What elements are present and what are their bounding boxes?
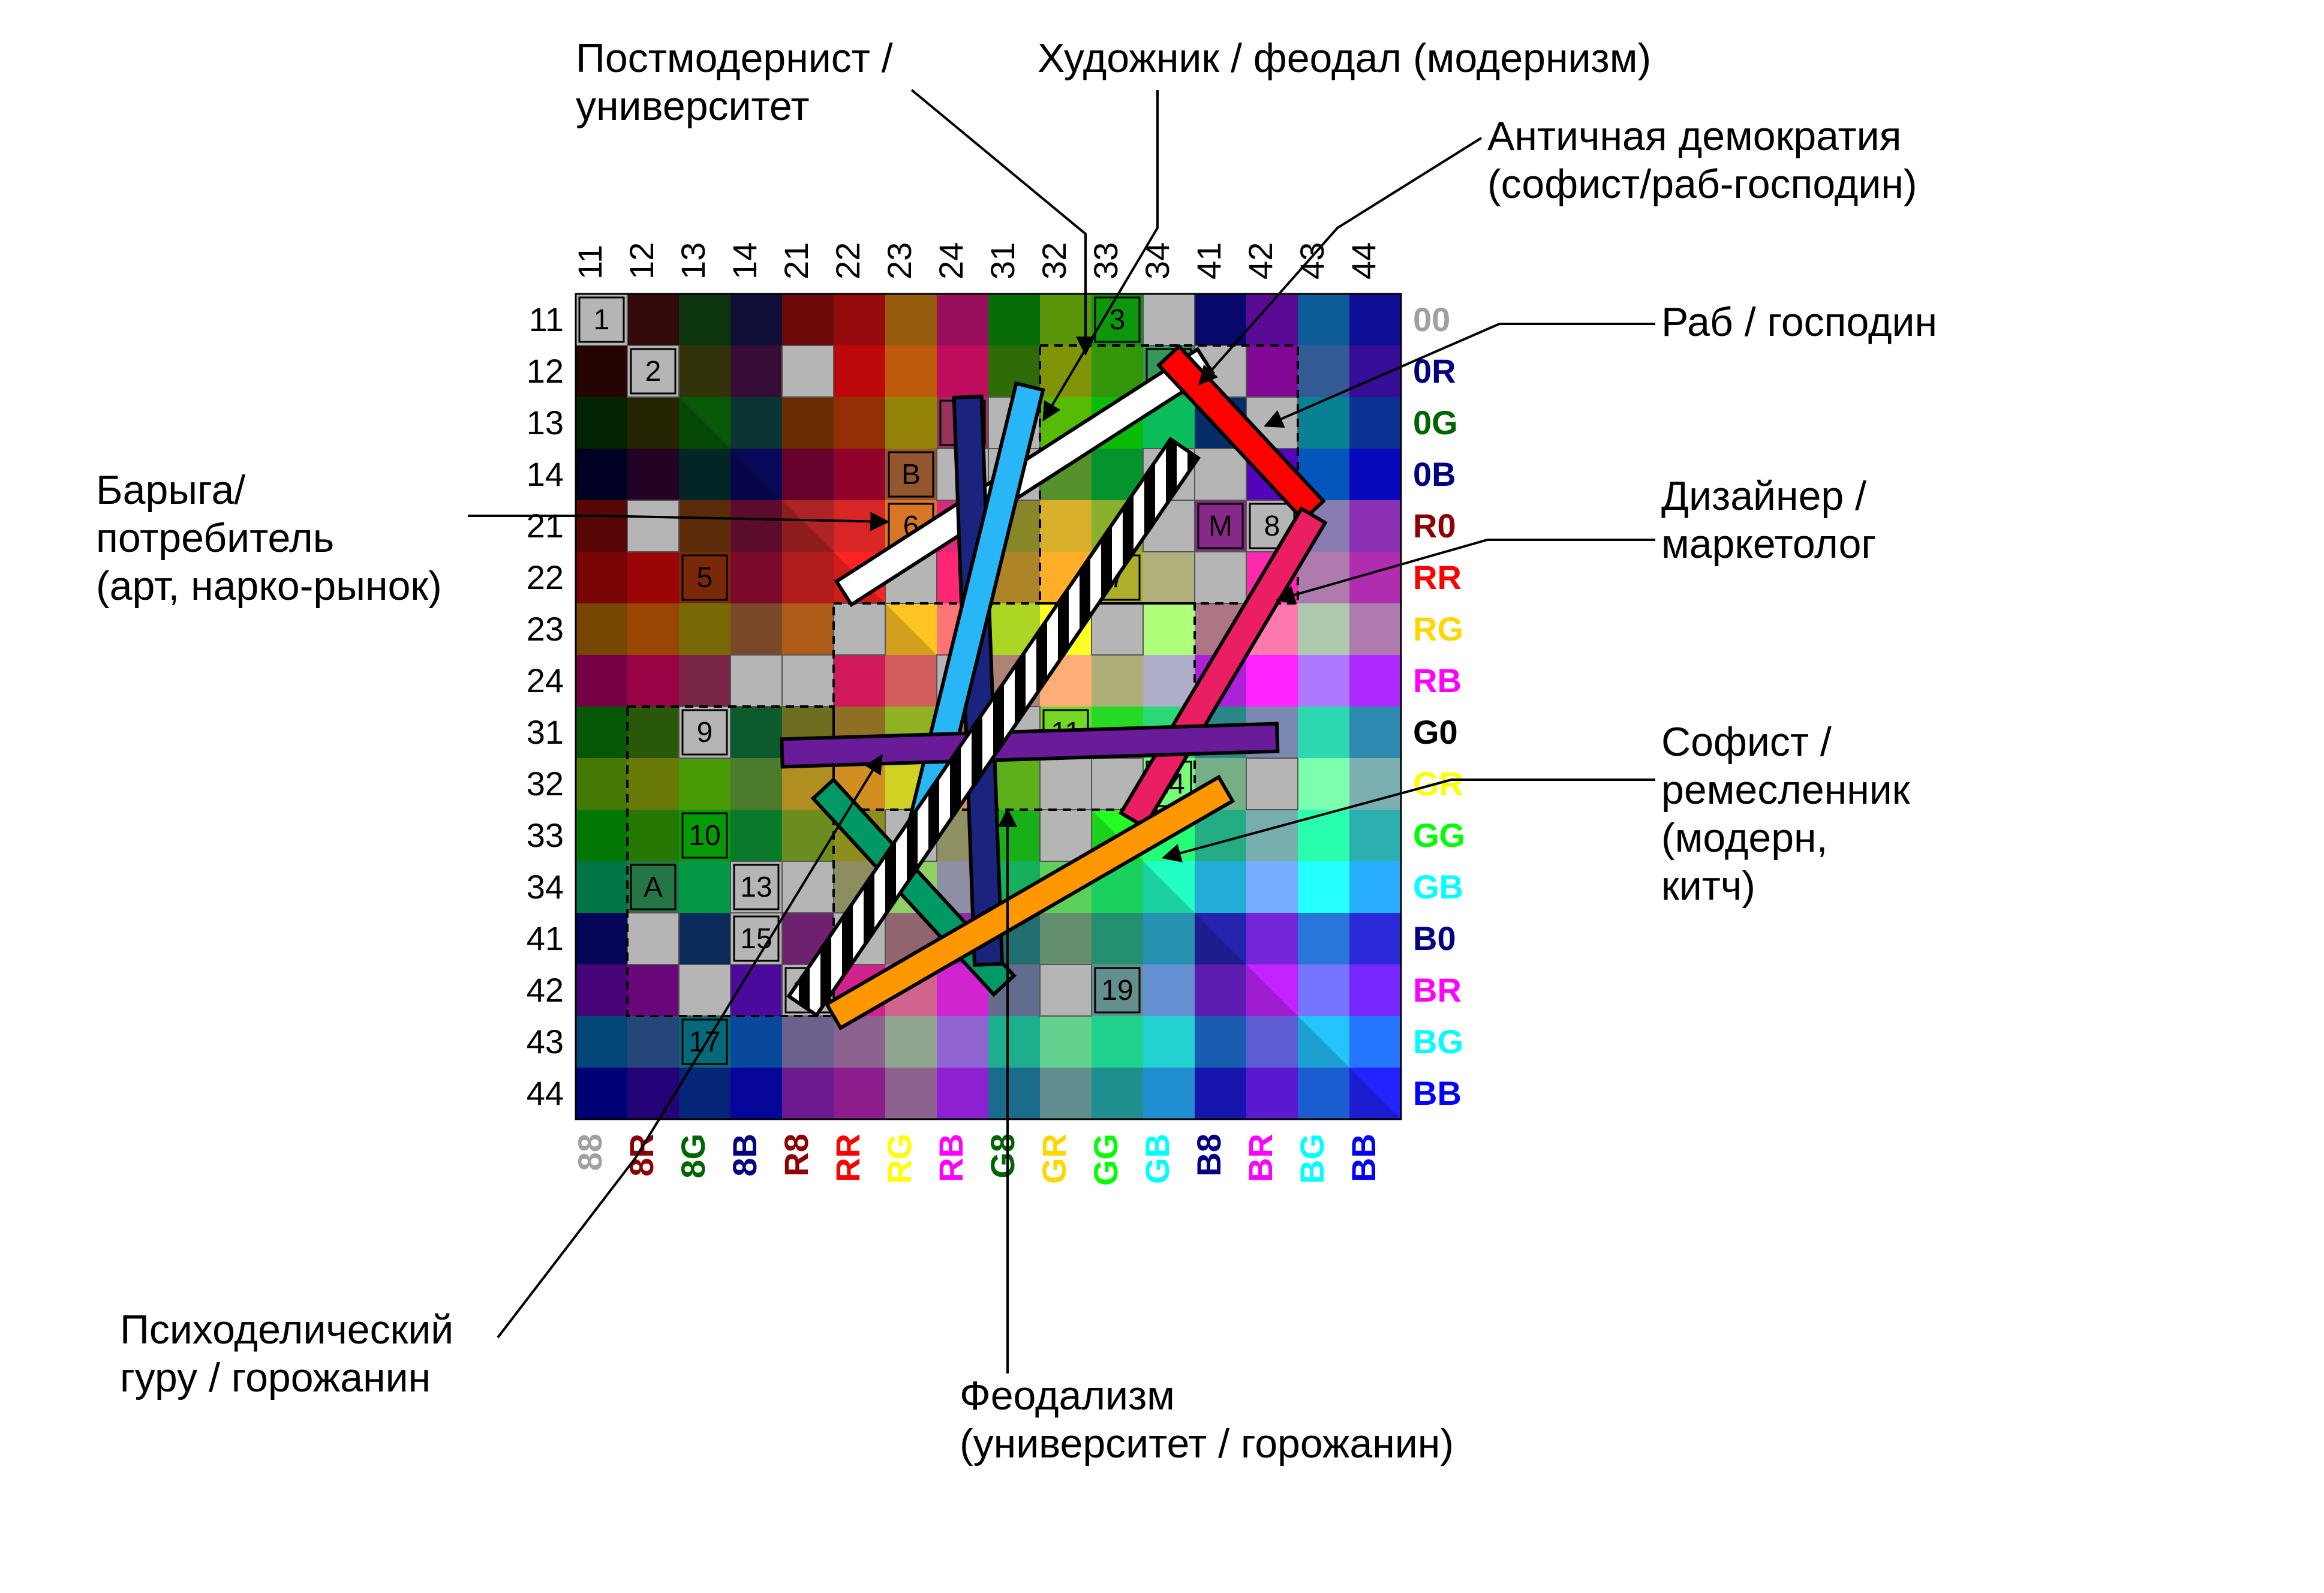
artist-feudal-label: Художник / феодал (модернизм) (1038, 35, 1651, 81)
svg-text:B8: B8 (1190, 1134, 1228, 1177)
svg-text:34: 34 (1138, 242, 1176, 279)
ancient-democracy-label: Античная демократия (1487, 113, 1901, 159)
svg-text:21: 21 (527, 507, 564, 545)
svg-text:8R: 8R (623, 1134, 660, 1177)
svg-text:13: 13 (740, 871, 772, 903)
svg-text:BG: BG (1293, 1134, 1331, 1184)
svg-text:41: 41 (527, 919, 564, 957)
feudalism-label: Феодализм (960, 1373, 1175, 1418)
svg-text:9: 9 (697, 717, 713, 749)
feudalism-label: (университет / горожанин) (960, 1421, 1454, 1466)
svg-text:14: 14 (726, 242, 763, 279)
svg-text:G8: G8 (984, 1134, 1021, 1179)
svg-text:G0: G0 (1413, 713, 1458, 751)
svg-text:BG: BG (1413, 1023, 1463, 1060)
svg-text:31: 31 (984, 242, 1021, 279)
svg-text:22: 22 (527, 558, 564, 596)
svg-text:22: 22 (829, 242, 867, 279)
svg-text:21: 21 (777, 242, 815, 279)
svg-text:12: 12 (623, 242, 660, 279)
designer-label: маркетолог (1661, 521, 1876, 567)
svg-text:BR: BR (1413, 971, 1462, 1009)
svg-text:RB: RB (1413, 662, 1462, 699)
svg-text:0B: 0B (1413, 455, 1456, 493)
svg-text:33: 33 (1087, 242, 1125, 279)
svg-text:GG: GG (1087, 1134, 1125, 1186)
svg-text:GG: GG (1413, 816, 1465, 854)
svg-text:GR: GR (1035, 1134, 1073, 1184)
svg-text:00: 00 (1413, 300, 1450, 338)
svg-text:1: 1 (594, 304, 610, 336)
svg-text:11: 11 (571, 245, 609, 279)
svg-text:10: 10 (689, 820, 720, 852)
svg-text:B: B (901, 459, 921, 491)
svg-text:RR: RR (829, 1134, 867, 1182)
svg-text:42: 42 (1241, 242, 1279, 279)
svg-text:43: 43 (1293, 242, 1331, 279)
svg-text:23: 23 (880, 242, 918, 279)
svg-text:24: 24 (932, 242, 970, 279)
svg-text:11: 11 (529, 300, 564, 338)
svg-text:34: 34 (527, 868, 564, 906)
svg-text:M: M (1208, 510, 1232, 542)
svg-text:44: 44 (527, 1074, 564, 1112)
baryga-label: Барыга/ (96, 467, 245, 513)
svg-text:2: 2 (645, 356, 662, 387)
baryga-label: (арт, нарко-рынок) (96, 563, 442, 609)
svg-text:B0: B0 (1413, 919, 1456, 957)
svg-text:BR: BR (1241, 1134, 1279, 1182)
svg-text:0G: 0G (1413, 404, 1458, 441)
svg-text:5: 5 (697, 562, 713, 594)
svg-text:88: 88 (571, 1134, 609, 1171)
svg-text:RG: RG (880, 1134, 918, 1184)
ancient-democracy-label: (софист/раб-господин) (1487, 161, 1917, 207)
svg-text:8B: 8B (726, 1134, 763, 1177)
designer-label: Дизайнер / (1661, 473, 1866, 519)
svg-text:BB: BB (1413, 1074, 1462, 1112)
svg-text:13: 13 (527, 404, 564, 441)
svg-text:42: 42 (527, 971, 564, 1009)
svg-text:RR: RR (1413, 558, 1462, 596)
svg-text:41: 41 (1190, 242, 1228, 279)
postmodernist-label: университет (576, 83, 810, 129)
svg-text:24: 24 (527, 662, 564, 699)
svg-text:A: A (644, 871, 663, 903)
sophist-label: китч) (1661, 863, 1755, 909)
svg-text:14: 14 (527, 455, 564, 493)
svg-text:19: 19 (1101, 975, 1133, 1006)
svg-text:R0: R0 (1413, 507, 1456, 545)
svg-text:GB: GB (1413, 868, 1463, 906)
psychedelic-label: гуру / горожанин (120, 1355, 431, 1400)
svg-text:13: 13 (674, 242, 712, 279)
svg-text:8G: 8G (674, 1134, 712, 1179)
postmodernist-label: Постмодернист / (576, 35, 893, 81)
svg-text:15: 15 (740, 923, 772, 955)
svg-text:8: 8 (1264, 510, 1280, 542)
svg-text:GB: GB (1138, 1134, 1176, 1184)
svg-text:17: 17 (689, 1026, 720, 1058)
svg-text:33: 33 (527, 816, 564, 854)
sophist-label: ремесленник (1661, 767, 1911, 813)
sophist-label: Софист / (1661, 719, 1832, 765)
svg-text:23: 23 (527, 610, 564, 648)
svg-text:BB: BB (1345, 1134, 1382, 1182)
baryga-label: потребитель (96, 515, 334, 561)
svg-text:3: 3 (1110, 304, 1126, 336)
psychedelic-label: Психоделический (120, 1307, 453, 1352)
svg-text:R8: R8 (777, 1134, 815, 1177)
svg-text:RG: RG (1413, 610, 1463, 648)
sophist-label: (модерн, (1661, 815, 1827, 861)
svg-text:44: 44 (1345, 242, 1382, 279)
svg-text:12: 12 (527, 352, 564, 390)
svg-text:32: 32 (527, 765, 564, 802)
svg-text:43: 43 (527, 1023, 564, 1060)
svg-text:31: 31 (527, 713, 564, 751)
svg-text:32: 32 (1035, 242, 1073, 279)
slave-master-label: Раб / господин (1661, 299, 1937, 345)
svg-text:RB: RB (932, 1134, 970, 1182)
